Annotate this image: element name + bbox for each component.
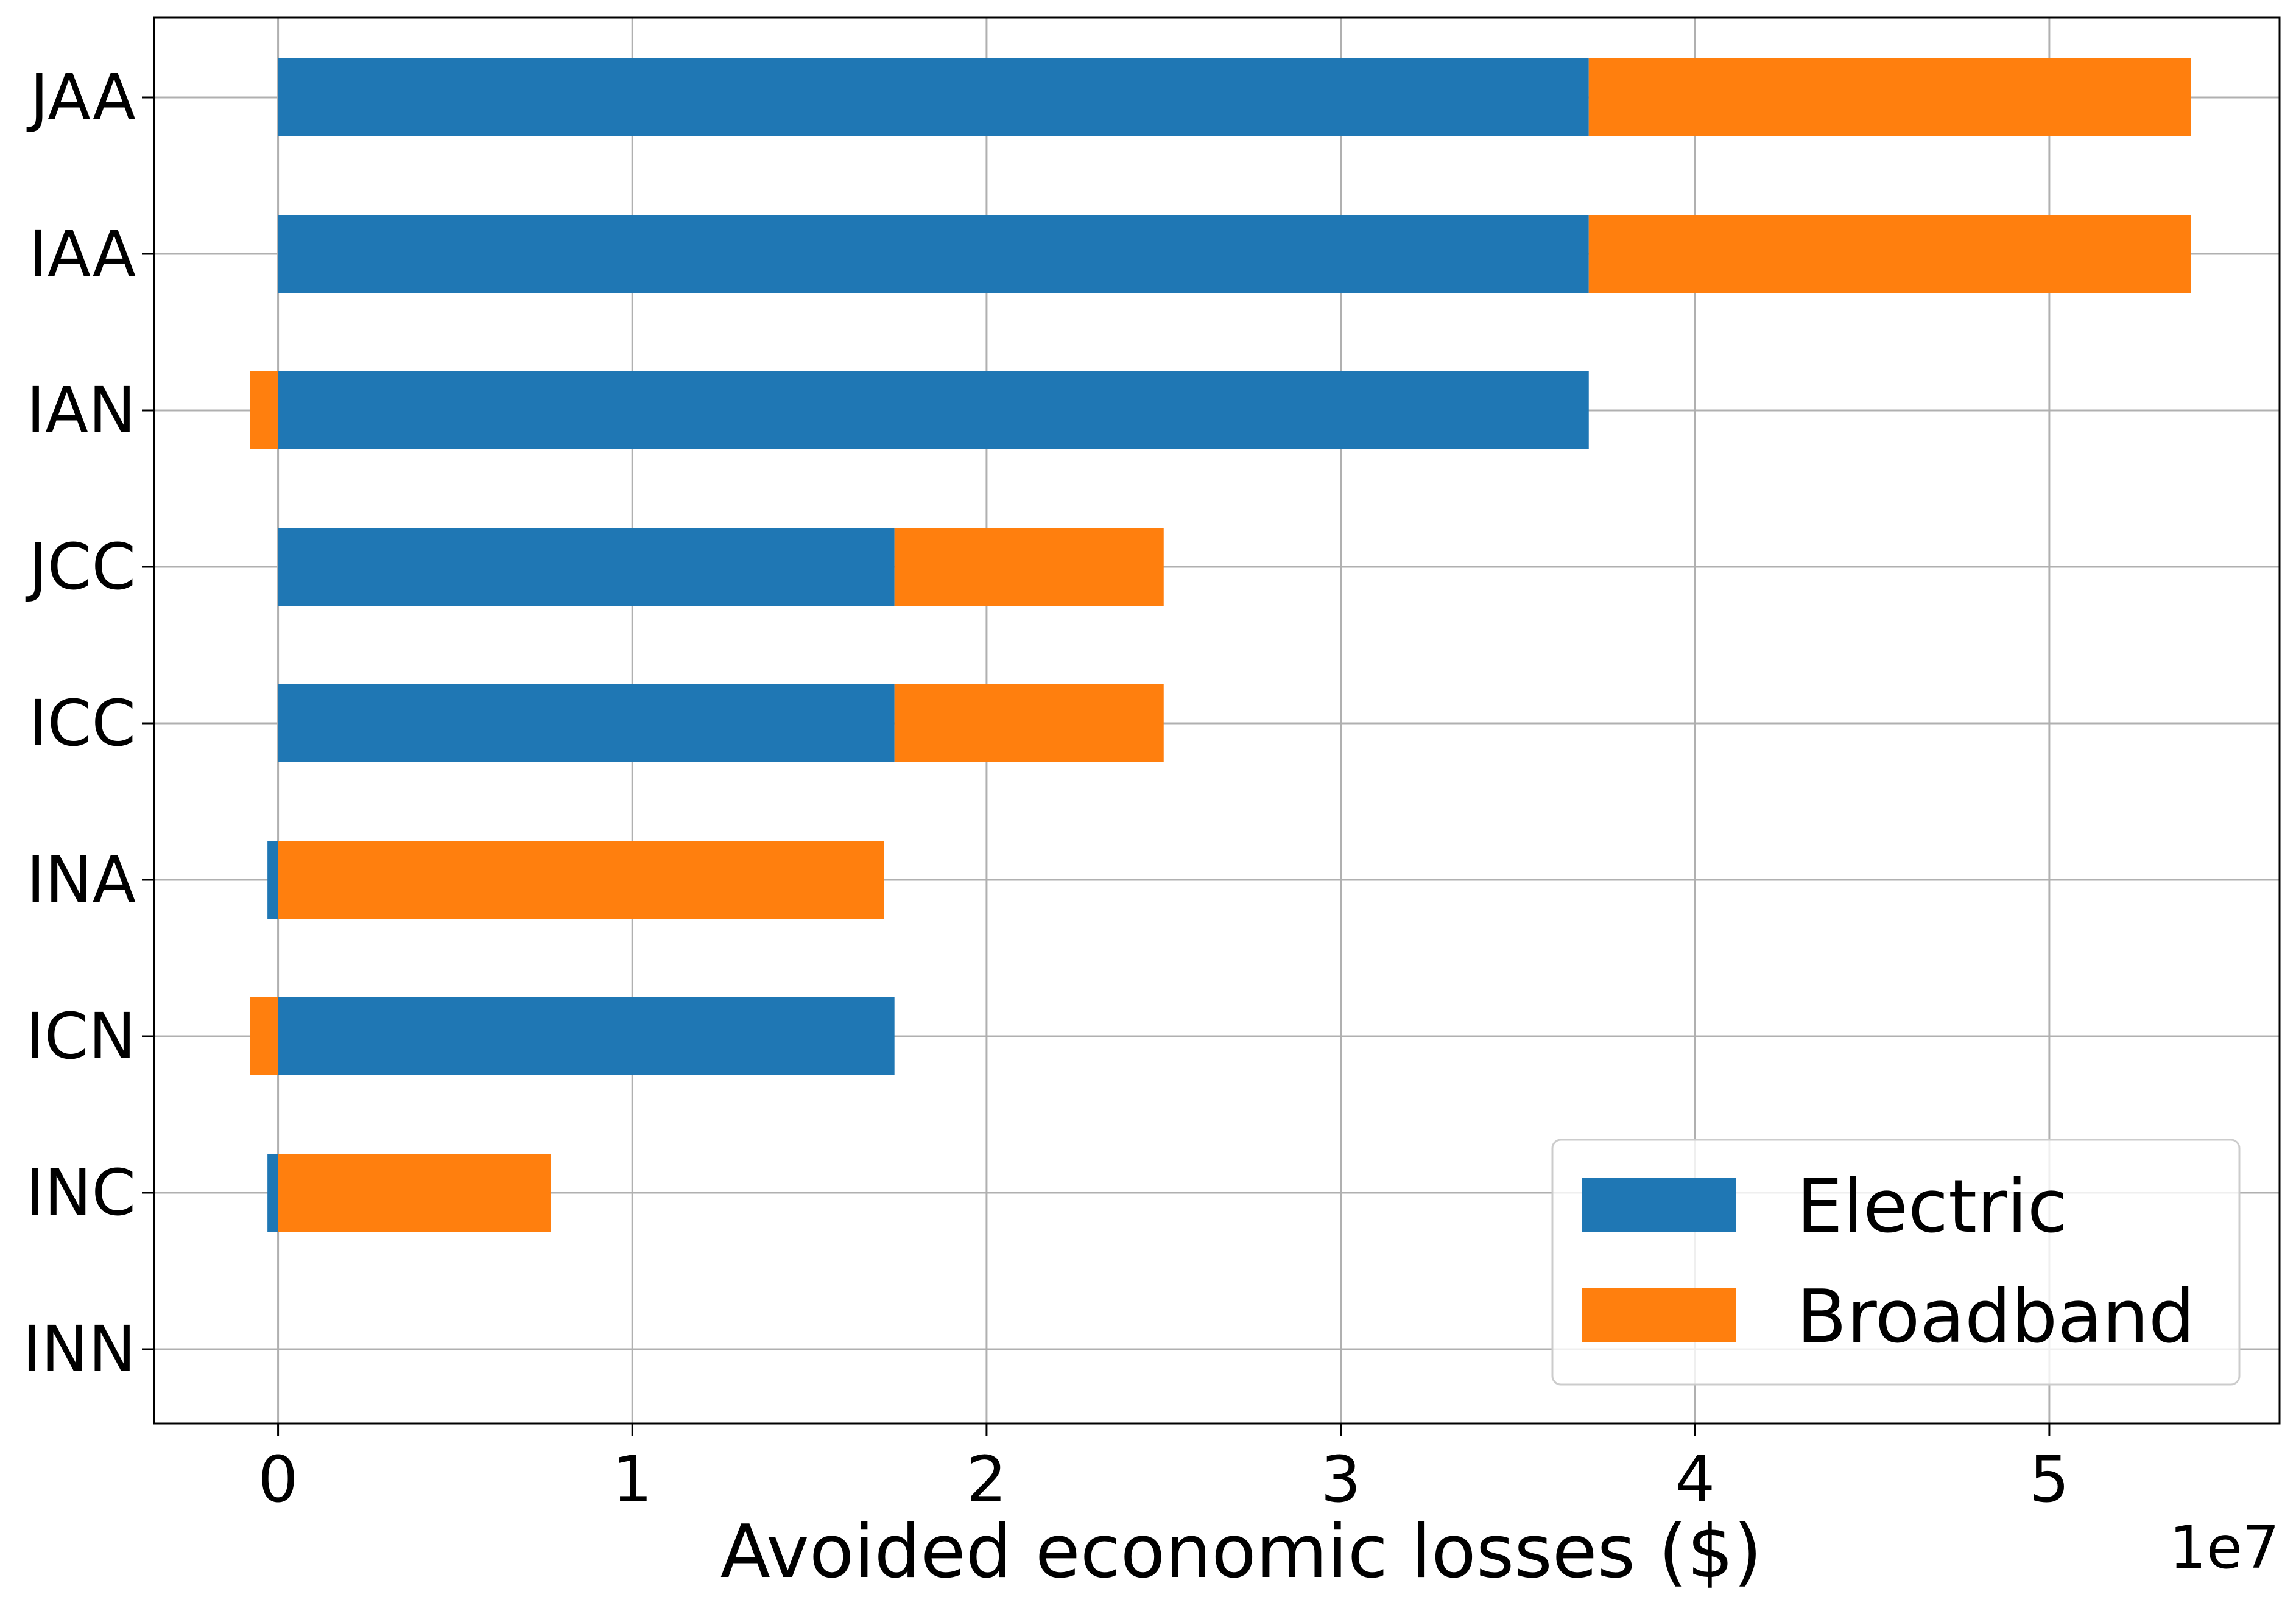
bar-electric-ian <box>278 371 1589 449</box>
plot-area-frame <box>153 16 2281 1425</box>
bar-broadband-jcc <box>894 528 1164 606</box>
legend-swatch-electric <box>1582 1178 1736 1232</box>
y-tick-label: INN <box>23 1312 136 1386</box>
legend: Electric Broadband <box>1551 1139 2241 1386</box>
bar-electric-icn <box>278 997 895 1075</box>
x-axis-ticks: 0 1 2 3 4 5 <box>258 1423 2069 1517</box>
bar-electric-inc <box>267 1154 278 1232</box>
bar-electric-jcc <box>278 528 895 606</box>
y-tick-label: ICC <box>29 686 136 760</box>
bar-broadband-iaa <box>1588 215 2191 293</box>
bar-electric-iaa <box>278 215 1589 293</box>
bar-broadband-jaa <box>1588 58 2191 136</box>
y-tick-label: JCC <box>25 530 136 604</box>
y-tick-label: IAA <box>29 217 136 291</box>
y-tick-label: INA <box>26 843 136 917</box>
y-axis-ticks: INN INC ICN INA ICC JCC IAN IAA JAA <box>23 60 154 1386</box>
y-tick-label: INC <box>26 1156 136 1230</box>
y-tick-label: JAA <box>26 60 136 135</box>
bars <box>250 58 2191 1232</box>
bar-broadband-ian <box>250 371 278 449</box>
legend-label-electric: Electric <box>1797 1165 2068 1249</box>
bar-broadband-icc <box>894 684 1164 762</box>
y-tick-label: ICN <box>26 999 136 1073</box>
bar-broadband-ina <box>278 841 884 919</box>
x-axis-offset-text: 1e7 <box>2169 1514 2280 1582</box>
bar-electric-icc <box>278 684 895 762</box>
x-tick-label: 0 <box>258 1442 298 1517</box>
legend-label-broadband: Broadband <box>1797 1275 2195 1360</box>
bar-electric-ina <box>267 841 278 919</box>
bar-broadband-icn <box>250 997 278 1075</box>
legend-swatch-broadband <box>1582 1288 1736 1342</box>
x-tick-label: 1 <box>612 1442 652 1517</box>
x-tick-label: 4 <box>1675 1442 1715 1517</box>
bar-electric-jaa <box>278 58 1589 136</box>
y-tick-label: IAN <box>26 373 136 448</box>
x-tick-label: 5 <box>2029 1442 2069 1517</box>
x-axis-label: Avoided economic losses ($) <box>720 1510 1762 1595</box>
bar-broadband-inc <box>278 1154 551 1232</box>
x-tick-label: 3 <box>1320 1442 1361 1517</box>
x-tick-label: 2 <box>967 1442 1007 1517</box>
